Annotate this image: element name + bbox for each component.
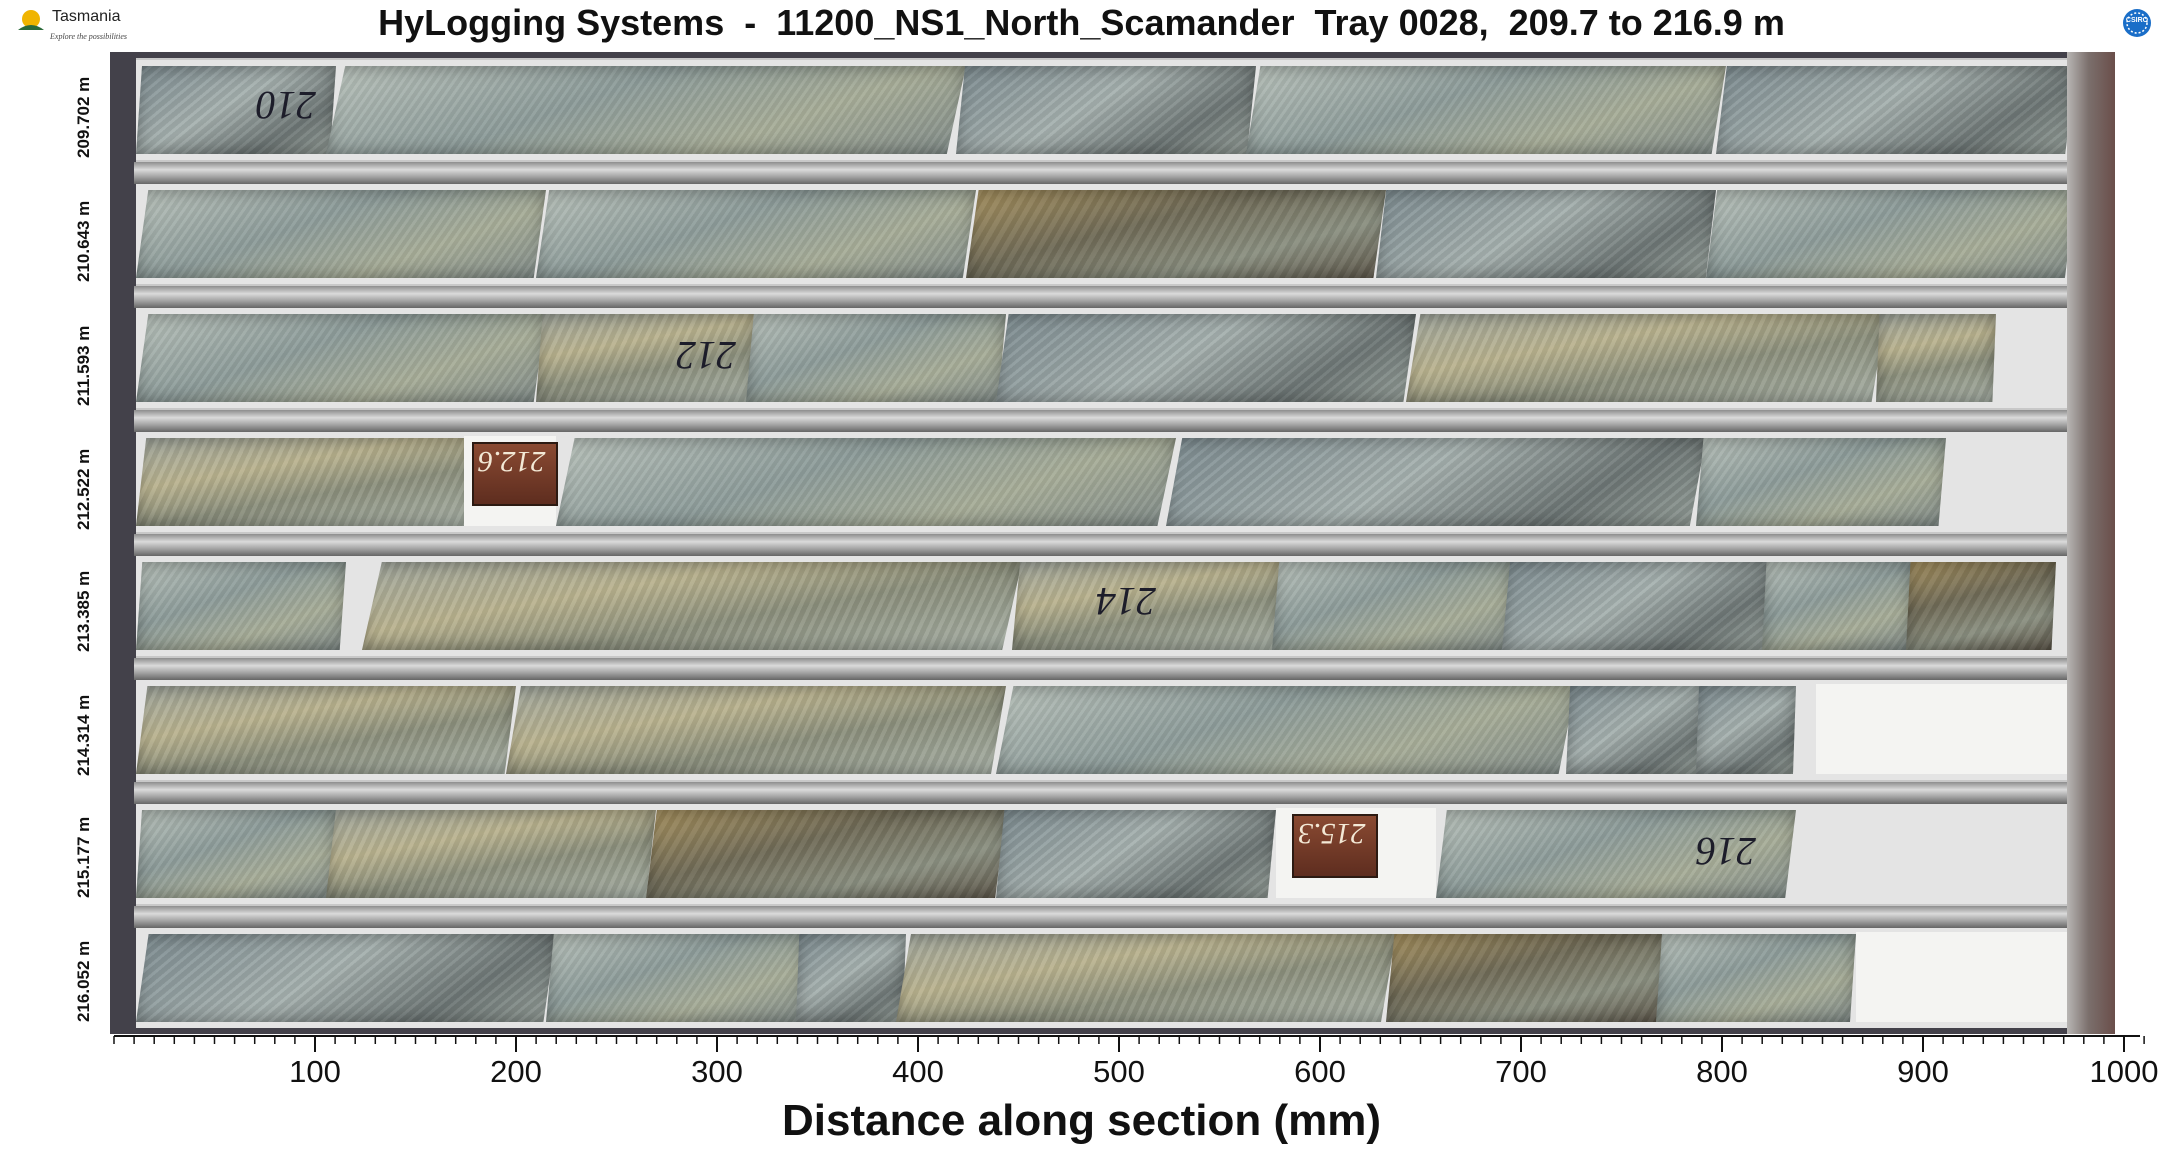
csiro-logo: CSIRO [2122,8,2152,38]
depth-block-marker [472,442,558,506]
logo-tagline: Explore the possibilities [50,32,128,41]
x-axis-label: Distance along section (mm) [781,1096,1381,1145]
core-row-2 [136,184,2084,284]
core-segment [1386,934,1666,1022]
core-segment [1406,314,1886,402]
core-segment [1502,562,1772,650]
core-segment [896,934,1396,1022]
core-segment [136,190,546,278]
tray-divider [134,410,2086,432]
csiro-logo-text: CSIRO [2125,17,2149,24]
tray-divider [134,162,2086,184]
core-gap [1856,932,2076,1022]
tray-divider [134,286,2086,308]
core-segment [1656,934,1856,1022]
depth-label-row-1: 209.702 m [74,76,93,158]
core-segment [1376,190,1716,278]
core-segment [1166,438,1706,526]
core-segment [1762,562,1912,650]
core-segment [326,810,656,898]
x-tick-label: 100 [289,1054,341,1089]
tasmania-logo: Tasmania Explore the possibilities [14,4,144,48]
core-segment [646,810,1006,898]
core-segment [136,438,476,526]
core-segment [1716,66,2076,154]
depth-label-row-8: 216.052 m [74,940,93,1022]
csiro-emblem-icon [2123,9,2151,37]
tray-divider [134,658,2086,680]
core-row-4: 212.6 [136,432,2084,532]
x-axis-ticks [113,1036,2145,1052]
depth-block-marker [1292,814,1378,878]
x-tick-label: 900 [1897,1054,1949,1089]
core-segment [326,66,966,154]
x-tick-label: 500 [1093,1054,1145,1089]
core-segment [1566,686,1706,774]
depth-marking: 212.6 [478,445,546,478]
core-segment [1012,562,1282,650]
core-segment [746,314,1006,402]
core-segment [506,686,1006,774]
core-row-6 [136,680,2084,780]
core-segment [996,314,1416,402]
core-segment [556,438,1176,526]
core-segment [136,66,336,154]
core-segment [136,686,516,774]
core-segment [136,934,556,1022]
depth-label-row-4: 212.522 m [74,448,93,530]
core-row-3: 212 [136,308,2084,408]
depth-label-row-3: 211.593 m [74,325,93,406]
core-segment [546,934,806,1022]
core-segment [362,562,1022,650]
depth-label-row-5: 213.385 m [74,570,93,652]
core-segment [536,314,756,402]
page-title: HyLogging Systems - 11200_NS1_North_Scam… [378,2,1785,43]
core-segment [996,810,1276,898]
core-segment [1246,66,1726,154]
depth-label-row-7: 215.177 m [74,816,93,898]
core-segment [136,810,336,898]
core-segment [1696,438,1946,526]
core-row-5: 214 [136,556,2084,656]
core-segment [136,562,346,650]
core-segment [996,686,1576,774]
x-tick-label: 400 [892,1054,944,1089]
tray-divider [134,534,2086,556]
core-segment [1906,562,2056,650]
core-segment [1272,562,1512,650]
tray-right-edge [2067,52,2115,1034]
tray-divider [134,782,2086,804]
core-segment [1876,314,1996,402]
core-tray-image: 210 212 212.6 21 [110,52,2115,1034]
x-tick-label: 200 [490,1054,542,1089]
core-segment [1706,190,2076,278]
core-segment [1696,686,1796,774]
x-tick-label: 300 [691,1054,743,1089]
core-segment [536,190,976,278]
depth-label-row-2: 210.643 m [74,200,93,282]
core-segment [966,190,1386,278]
depth-marking: 212 [676,333,736,378]
core-row-1: 210 [136,60,2084,160]
depth-label-row-6: 214.314 m [74,694,93,776]
core-segment [796,934,906,1022]
x-tick-label: 700 [1495,1054,1547,1089]
logo-brand-text: Tasmania [52,8,121,25]
core-row-8 [136,928,2084,1028]
x-tick-label: 600 [1294,1054,1346,1089]
core-row-7: 215.3 216 [136,804,2084,904]
x-tick-label: 800 [1696,1054,1748,1089]
depth-marking: 216 [1696,829,1756,874]
depth-marking: 214 [1096,579,1156,624]
core-segment [956,66,1256,154]
core-segment [136,314,546,402]
depth-marking: 215.3 [1298,817,1366,850]
x-tick-label: 1000 [2089,1054,2159,1089]
tray-divider [134,906,2086,928]
tasmania-emblem-icon [18,10,44,30]
depth-marking: 210 [256,83,316,128]
core-segment [1436,810,1796,898]
core-gap [1816,684,2076,774]
